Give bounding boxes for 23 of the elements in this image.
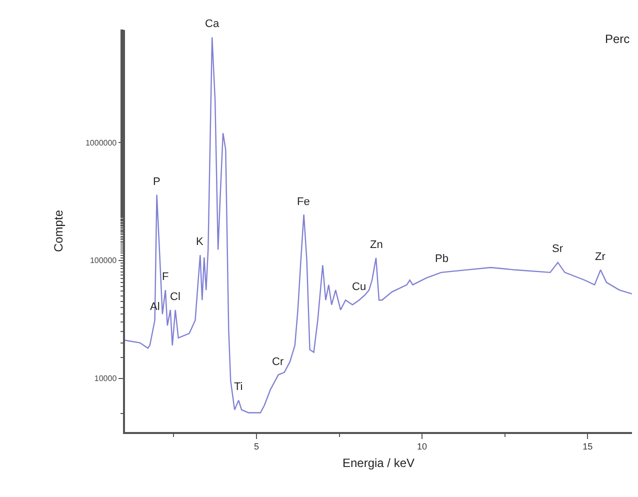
annotation: P <box>153 176 160 188</box>
y-axis-title: Compte <box>51 210 66 252</box>
annotation: K <box>196 236 204 248</box>
annotation: Cl <box>170 291 180 303</box>
y-tick-label: 10000 <box>94 374 118 384</box>
y-tick-label: 1000000 <box>85 138 118 148</box>
x-tick-label: 10 <box>417 442 428 452</box>
y-tick-label: 100000 <box>90 256 118 266</box>
annotation: Sr <box>552 243 564 255</box>
annotation: Cr <box>272 356 284 368</box>
annotation: Cu <box>352 281 366 293</box>
annotation: Zn <box>370 239 383 251</box>
annotation: Pb <box>435 253 448 265</box>
annotation: Perc <box>605 32 630 46</box>
x-axis-title: Energia / keV <box>342 456 415 470</box>
annotation: Zr <box>595 251 606 263</box>
annotation: Ti <box>234 381 243 393</box>
annotation: Ca <box>205 18 220 30</box>
line-series <box>125 36 632 414</box>
annotation: F <box>162 271 169 283</box>
x-tick-label: 15 <box>582 442 593 452</box>
x-tick-label: 5 <box>254 442 259 452</box>
annotation: Fe <box>297 196 310 208</box>
